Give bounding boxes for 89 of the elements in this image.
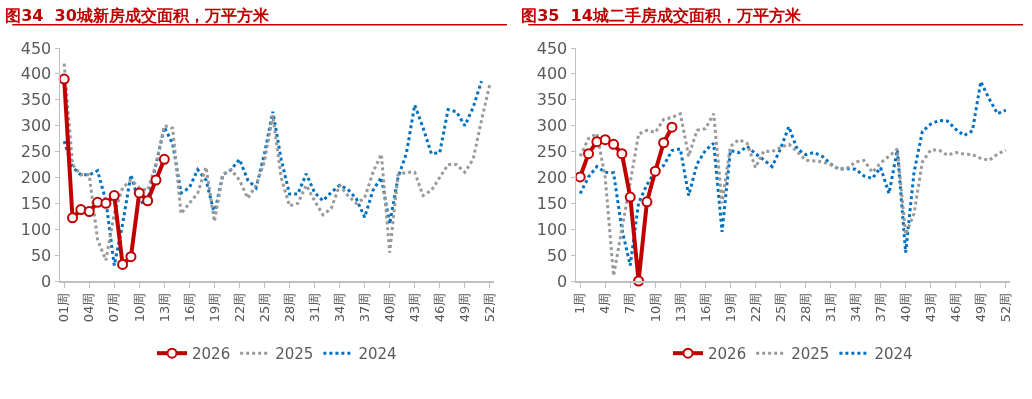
x-tick-label: 52周 (998, 292, 1014, 323)
y-tick-label: 150 (536, 193, 568, 213)
point (150, 174, 162, 186)
point (75, 204, 87, 216)
point (666, 121, 678, 133)
point (649, 165, 661, 177)
x-tick-label: 25周 (256, 292, 272, 323)
legend-label: 2025 (275, 345, 314, 364)
chart-title: 图35 14城二手房成交面积，万平方米 (521, 6, 802, 26)
x-tick-label: 31周 (822, 292, 838, 323)
point (108, 190, 120, 202)
legend-label: 2025 (791, 345, 830, 364)
chart-title: 图34 30城新房成交面积，万平方米 (5, 6, 270, 26)
x-tick-label: 7周 (622, 292, 638, 314)
y-tick-label: 400 (20, 64, 52, 84)
x-tick-label: 01周 (56, 292, 72, 323)
point (641, 196, 653, 208)
x-tick-label: 25周 (772, 292, 788, 323)
x-tick-label: 40周 (381, 292, 397, 323)
point (574, 171, 586, 183)
y-tick-label: 250 (536, 142, 568, 162)
x-tick-label: 1周 (572, 292, 588, 314)
y-tick-label: 50 (546, 245, 568, 265)
point (67, 212, 79, 224)
y-tick-label: 300 (20, 116, 52, 136)
point (100, 197, 112, 209)
x-tick-label: 34周 (331, 292, 347, 323)
x-tick-label: 19周 (206, 292, 222, 323)
x-tick-label: 43周 (922, 292, 938, 323)
x-tick-label: 37周 (356, 292, 372, 323)
x-tick-label: 46周 (431, 292, 447, 323)
point (599, 134, 611, 146)
y-tick-label: 200 (20, 168, 52, 188)
point (125, 251, 137, 263)
point (142, 195, 154, 207)
x-tick-label: 07周 (106, 292, 122, 323)
point (624, 191, 636, 203)
y-tick-label: 400 (536, 64, 568, 84)
x-tick-label: 19周 (722, 292, 738, 323)
x-tick-label: 46周 (947, 292, 963, 323)
y-tick-label: 100 (20, 219, 52, 239)
y-tick-label: 50 (30, 245, 52, 265)
y-tick-label: 350 (20, 90, 52, 110)
y-tick-label: 0 (557, 271, 568, 291)
x-tick-label: 34周 (847, 292, 863, 323)
y-tick-label: 350 (536, 90, 568, 110)
x-tick-label: 40周 (897, 292, 913, 323)
point (92, 196, 104, 208)
point (608, 138, 620, 150)
legend-label: 2026 (708, 345, 747, 364)
legend-label: 2024 (358, 345, 397, 364)
point (658, 137, 670, 149)
y-tick-label: 150 (20, 193, 52, 213)
x-tick-label: 04周 (81, 292, 97, 323)
x-tick-label: 22周 (231, 292, 247, 323)
y-tick-label: 300 (536, 116, 568, 136)
legend-label: 2026 (192, 345, 231, 364)
x-tick-label: 28周 (281, 292, 297, 323)
y-tick-label: 450 (20, 38, 52, 58)
x-tick-label: 13周 (672, 292, 688, 323)
point (58, 73, 70, 85)
x-tick-label: 10周 (647, 292, 663, 323)
x-tick-label: 43周 (406, 292, 422, 323)
y-tick-label: 100 (536, 219, 568, 239)
point (616, 148, 628, 160)
y-tick-label: 450 (536, 38, 568, 58)
x-tick-label: 10周 (131, 292, 147, 323)
y-tick-label: 0 (41, 271, 52, 291)
point (158, 153, 170, 165)
x-tick-label: 31周 (306, 292, 322, 323)
point (583, 148, 595, 160)
x-tick-label: 13周 (156, 292, 172, 323)
point (83, 206, 95, 218)
x-tick-label: 49周 (973, 292, 989, 323)
legend-label: 2024 (874, 345, 913, 364)
x-tick-label: 49周 (457, 292, 473, 323)
x-tick-label: 16周 (697, 292, 713, 323)
x-tick-label: 16周 (181, 292, 197, 323)
y-tick-label: 250 (20, 142, 52, 162)
x-tick-label: 52周 (482, 292, 498, 323)
point (117, 258, 129, 270)
point (133, 187, 145, 199)
line-series (578, 80, 1008, 267)
line-series (578, 112, 1008, 278)
x-tick-label: 28周 (797, 292, 813, 323)
x-tick-label: 4周 (597, 292, 613, 314)
y-tick-label: 200 (536, 168, 568, 188)
x-tick-label: 22周 (747, 292, 763, 323)
x-tick-label: 37周 (872, 292, 888, 323)
